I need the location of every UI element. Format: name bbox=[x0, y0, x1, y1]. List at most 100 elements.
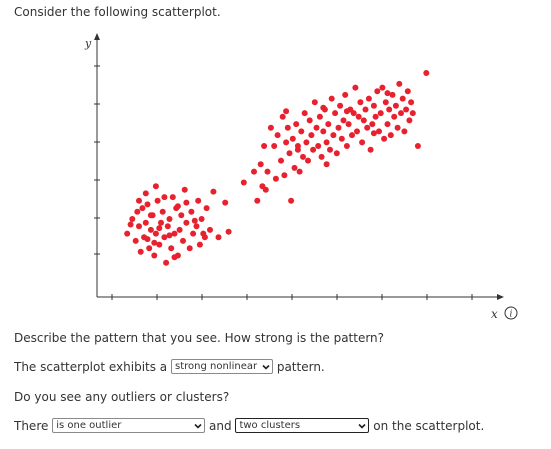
data-point bbox=[310, 146, 317, 153]
data-point bbox=[278, 157, 284, 164]
data-point bbox=[333, 150, 340, 157]
outlier-dropdown[interactable]: is one outlier bbox=[52, 418, 206, 433]
data-point bbox=[399, 95, 406, 102]
data-point bbox=[357, 99, 364, 106]
data-point bbox=[414, 143, 421, 149]
there-prefix: There bbox=[14, 419, 49, 433]
data-point bbox=[127, 221, 134, 228]
data-point bbox=[403, 106, 410, 113]
data-point bbox=[301, 110, 308, 117]
scatterplot: yx bbox=[84, 33, 504, 321]
there-sentence: There is one outlier and two clusters on… bbox=[14, 418, 484, 434]
data-point bbox=[392, 102, 399, 109]
data-point bbox=[330, 132, 337, 139]
data-point bbox=[349, 132, 355, 139]
data-point bbox=[286, 150, 293, 157]
data-point bbox=[159, 208, 166, 215]
data-point bbox=[210, 188, 217, 195]
cluster-dropdown[interactable]: two clusters bbox=[235, 418, 370, 433]
data-point bbox=[158, 219, 164, 226]
data-point bbox=[283, 108, 290, 115]
data-point bbox=[294, 143, 301, 149]
data-point bbox=[323, 139, 330, 146]
data-point bbox=[152, 230, 159, 237]
data-point bbox=[163, 259, 170, 266]
data-point bbox=[293, 121, 300, 128]
data-point bbox=[370, 102, 377, 109]
data-point bbox=[332, 110, 339, 117]
data-point bbox=[298, 128, 305, 135]
data-point bbox=[183, 219, 190, 226]
data-point bbox=[200, 230, 207, 237]
exhibits-suffix: pattern. bbox=[276, 360, 325, 374]
data-point bbox=[203, 205, 210, 212]
data-point bbox=[387, 132, 394, 139]
data-point bbox=[327, 146, 333, 153]
data-point bbox=[251, 168, 257, 175]
describe-prompt: Describe the pattern that you see. How s… bbox=[14, 331, 385, 345]
data-point bbox=[406, 117, 413, 124]
data-point bbox=[271, 143, 278, 149]
data-point bbox=[404, 88, 411, 95]
data-point bbox=[124, 230, 131, 237]
x-axis-label: x bbox=[491, 307, 498, 321]
data-point bbox=[350, 110, 357, 117]
data-point bbox=[365, 95, 372, 102]
data-point bbox=[316, 113, 323, 120]
chevron-down-icon bbox=[262, 364, 270, 370]
data-points bbox=[124, 70, 430, 266]
data-point bbox=[283, 139, 290, 146]
data-point bbox=[291, 164, 298, 171]
data-point bbox=[359, 139, 366, 146]
cluster-dropdown-value: two clusters bbox=[239, 420, 301, 431]
data-point bbox=[142, 219, 149, 226]
data-point bbox=[267, 124, 274, 131]
data-point bbox=[134, 208, 141, 215]
data-point bbox=[261, 143, 268, 149]
info-circle-icon[interactable]: i bbox=[504, 306, 518, 320]
data-point bbox=[188, 208, 195, 215]
y-axis-label: y bbox=[84, 37, 92, 50]
data-point bbox=[171, 230, 178, 237]
pattern-dropdown[interactable]: strong nonlinear bbox=[171, 359, 273, 374]
data-point bbox=[137, 248, 144, 255]
data-point bbox=[382, 99, 389, 106]
pattern-dropdown-value: strong nonlinear bbox=[175, 361, 258, 372]
data-point bbox=[338, 135, 345, 142]
data-point bbox=[147, 226, 154, 233]
data-point bbox=[384, 90, 391, 97]
and-word: and bbox=[209, 419, 232, 433]
y-axis-arrow bbox=[94, 33, 100, 40]
x-axis-arrow bbox=[497, 294, 504, 300]
data-point bbox=[193, 223, 200, 230]
data-point bbox=[303, 139, 310, 146]
outliers-prompt: Do you see any outliers or clusters? bbox=[14, 390, 230, 404]
data-point bbox=[274, 132, 281, 139]
there-suffix: on the scatterplot. bbox=[373, 419, 485, 433]
data-point bbox=[146, 245, 153, 252]
data-point bbox=[325, 121, 332, 128]
data-point bbox=[328, 95, 335, 102]
data-point bbox=[340, 117, 347, 124]
data-point bbox=[147, 212, 154, 219]
data-point bbox=[284, 124, 291, 131]
data-point bbox=[154, 197, 161, 204]
data-point bbox=[398, 110, 404, 117]
data-point bbox=[300, 153, 306, 160]
data-point bbox=[161, 194, 168, 201]
data-point bbox=[136, 197, 142, 204]
data-point bbox=[139, 205, 146, 212]
data-point bbox=[222, 199, 229, 206]
data-point bbox=[320, 104, 327, 111]
data-point bbox=[355, 113, 362, 120]
data-point bbox=[279, 113, 286, 120]
data-point bbox=[352, 84, 359, 91]
data-point bbox=[257, 161, 264, 168]
data-point bbox=[343, 108, 350, 115]
data-point bbox=[174, 203, 181, 210]
data-point bbox=[225, 228, 232, 235]
data-point bbox=[289, 135, 296, 142]
data-point bbox=[151, 252, 158, 259]
data-point bbox=[386, 106, 393, 113]
data-point bbox=[156, 241, 163, 248]
